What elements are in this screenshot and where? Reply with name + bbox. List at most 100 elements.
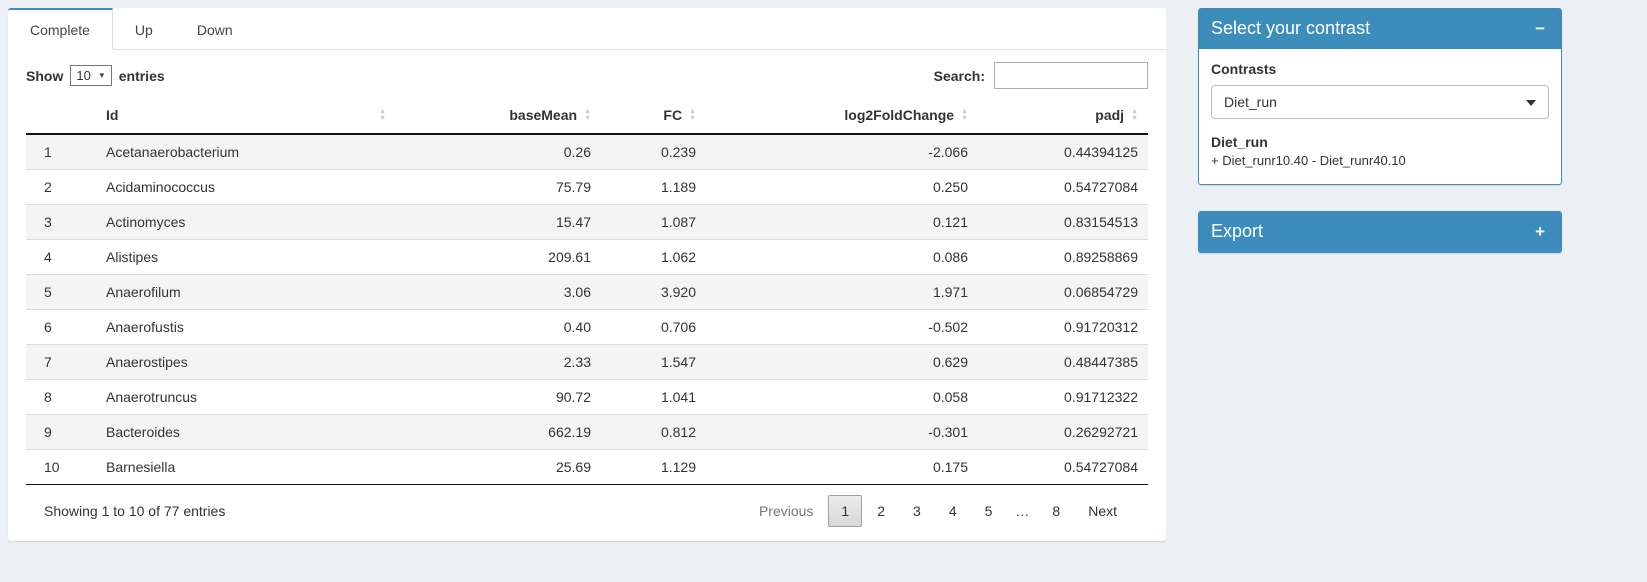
cell-padj: 0.54727084	[978, 449, 1148, 485]
pagination-page-2[interactable]: 2	[877, 503, 886, 519]
cell-padj: 0.06854729	[978, 274, 1148, 310]
page-length-control: Show 10 ▼ entries	[26, 65, 165, 86]
cell-basemean: 3.06	[396, 274, 601, 310]
cell-padj: 0.26292721	[978, 414, 1148, 450]
pagination-page-1[interactable]: 1	[828, 495, 863, 527]
tab-down[interactable]: Down	[196, 22, 233, 38]
cell-basemean: 75.79	[396, 169, 601, 205]
column-header-basemean[interactable]: baseMean ▲ ▼	[396, 97, 601, 135]
tab-bar: Complete Up Down	[8, 8, 1166, 50]
cell-padj: 0.83154513	[978, 204, 1148, 240]
table-row: 7 Anaerostipes 2.33 1.547 0.629 0.48447385	[26, 344, 1148, 380]
table-footer: Showing 1 to 10 of 77 entries Previous 1 2…	[26, 485, 1148, 541]
cell-index: 6	[26, 309, 96, 345]
cell-index: 2	[26, 169, 96, 205]
export-box-header: Export +	[1199, 211, 1561, 252]
cell-fc: 1.189	[601, 169, 706, 205]
contrast-detail-formula: + Diet_runr10.40 - Diet_runr40.10	[1211, 152, 1406, 168]
contrast-box-title: Select your contrast	[1211, 18, 1371, 38]
pagination-ellipsis: …	[1015, 503, 1030, 519]
page: Complete Up Down Show 10 ▼ entries Searc…	[8, 8, 1562, 541]
cell-fc: 1.087	[601, 204, 706, 240]
table-row: 4 Alistipes 209.61 1.062 0.086 0.89258869	[26, 239, 1148, 275]
cell-index: 9	[26, 414, 96, 450]
table-panel: Show 10 ▼ entries Search:	[8, 50, 1166, 541]
cell-padj: 0.54727084	[978, 169, 1148, 205]
cell-fc: 0.706	[601, 309, 706, 345]
tab-complete[interactable]: Complete	[8, 8, 113, 50]
column-label: Id	[106, 107, 119, 123]
table-row: 8 Anaerotruncus 90.72 1.041 0.058 0.91712322	[26, 379, 1148, 415]
column-label: padj	[1095, 107, 1125, 123]
pagination: Previous 1 2 3 4 5 … 8 Next	[744, 495, 1130, 527]
sort-icon: ▲ ▼	[584, 108, 591, 122]
contrast-select[interactable]: Diet_run	[1211, 84, 1549, 119]
sort-icon: ▲ ▼	[1131, 108, 1138, 122]
column-header-log2foldchange[interactable]: log2FoldChange ▲ ▼	[706, 97, 978, 135]
cell-index: 5	[26, 274, 96, 310]
results-tab-box: Complete Up Down Show 10 ▼ entries Searc…	[8, 8, 1166, 541]
cell-fc: 1.041	[601, 379, 706, 415]
contrast-box-header: Select your contrast −	[1199, 9, 1561, 49]
cell-id: Bacteroides	[96, 414, 396, 450]
cell-log2foldchange: 0.121	[706, 204, 978, 240]
cell-id: Barnesiella	[96, 449, 396, 485]
cell-log2foldchange: 1.971	[706, 274, 978, 310]
pagination-page-5[interactable]: 5	[984, 503, 993, 519]
cell-padj: 0.89258869	[978, 239, 1148, 275]
page-length-select[interactable]: 10 ▼	[70, 65, 112, 86]
column-header-id[interactable]: Id ▲ ▼	[96, 97, 396, 135]
table-header-row: Id ▲ ▼ baseMean ▲ ▼ FC	[26, 97, 1148, 135]
cell-basemean: 25.69	[396, 449, 601, 485]
pagination-page-8[interactable]: 8	[1052, 503, 1061, 519]
contrasts-label: Contrasts	[1211, 60, 1277, 77]
pagination-page-3[interactable]: 3	[913, 503, 921, 519]
cell-padj: 0.91712322	[978, 379, 1148, 415]
cell-log2foldchange: -0.301	[706, 414, 978, 450]
cell-basemean: 209.61	[396, 239, 601, 275]
cell-fc: 1.547	[601, 344, 706, 380]
pagination-page-4[interactable]: 4	[948, 503, 957, 519]
export-box: Export +	[1198, 210, 1562, 253]
cell-log2foldchange: -0.502	[706, 309, 978, 345]
contrast-detail: Diet_run + Diet_runr10.40 - Diet_runr40.…	[1211, 134, 1549, 168]
table-row: 3 Actinomyces 15.47 1.087 0.121 0.83154513	[26, 204, 1148, 240]
pagination-previous[interactable]: Previous	[758, 503, 814, 519]
entries-label: entries	[118, 67, 165, 84]
cell-log2foldchange: 0.250	[706, 169, 978, 205]
column-header-fc[interactable]: FC ▲ ▼	[601, 97, 706, 135]
cell-id: Acetanaerobacterium	[96, 133, 396, 170]
contrast-box: Select your contrast − Contrasts Diet_ru…	[1198, 8, 1562, 185]
table-row: 6 Anaerofustis 0.40 0.706 -0.502 0.91720312	[26, 309, 1148, 345]
collapse-button[interactable]: −	[1531, 20, 1549, 37]
cell-fc: 0.239	[601, 133, 706, 170]
search-control: Search:	[934, 62, 1148, 89]
sidebar: Select your contrast − Contrasts Diet_ru…	[1198, 8, 1562, 279]
cell-id: Alistipes	[96, 239, 396, 275]
cell-index: 10	[26, 449, 96, 485]
cell-index: 7	[26, 344, 96, 380]
cell-basemean: 0.40	[396, 309, 601, 345]
search-input[interactable]	[994, 62, 1148, 89]
cell-id: Actinomyces	[96, 204, 396, 240]
cell-id: Acidaminococcus	[96, 169, 396, 205]
pagination-next[interactable]: Next	[1088, 503, 1117, 519]
table-row: 1 Acetanaerobacterium 0.26 0.239 -2.066 0.443…	[26, 133, 1148, 170]
page-length-value: 10	[76, 68, 91, 83]
cell-padj: 0.91720312	[978, 309, 1148, 345]
cell-id: Anaerostipes	[96, 344, 396, 380]
caret-down-icon: ▼	[97, 71, 106, 80]
column-label: baseMean	[509, 107, 578, 123]
sort-icon: ▲ ▼	[961, 108, 968, 122]
expand-button[interactable]: +	[1531, 223, 1549, 240]
column-header-padj[interactable]: padj ▲ ▼	[978, 97, 1148, 135]
contrast-select-value: Diet_run	[1224, 93, 1277, 110]
tab-up[interactable]: Up	[134, 22, 153, 38]
cell-fc: 1.129	[601, 449, 706, 485]
table-row: 5 Anaerofilum 3.06 3.920 1.971 0.06854729	[26, 274, 1148, 310]
table-row: 10 Barnesiella 25.69 1.129 0.175 0.54727084	[26, 449, 1148, 485]
cell-log2foldchange: 0.086	[706, 239, 978, 275]
cell-basemean: 0.26	[396, 133, 601, 170]
sort-icon: ▲ ▼	[689, 108, 696, 122]
table-info: Showing 1 to 10 of 77 entries	[44, 503, 226, 519]
